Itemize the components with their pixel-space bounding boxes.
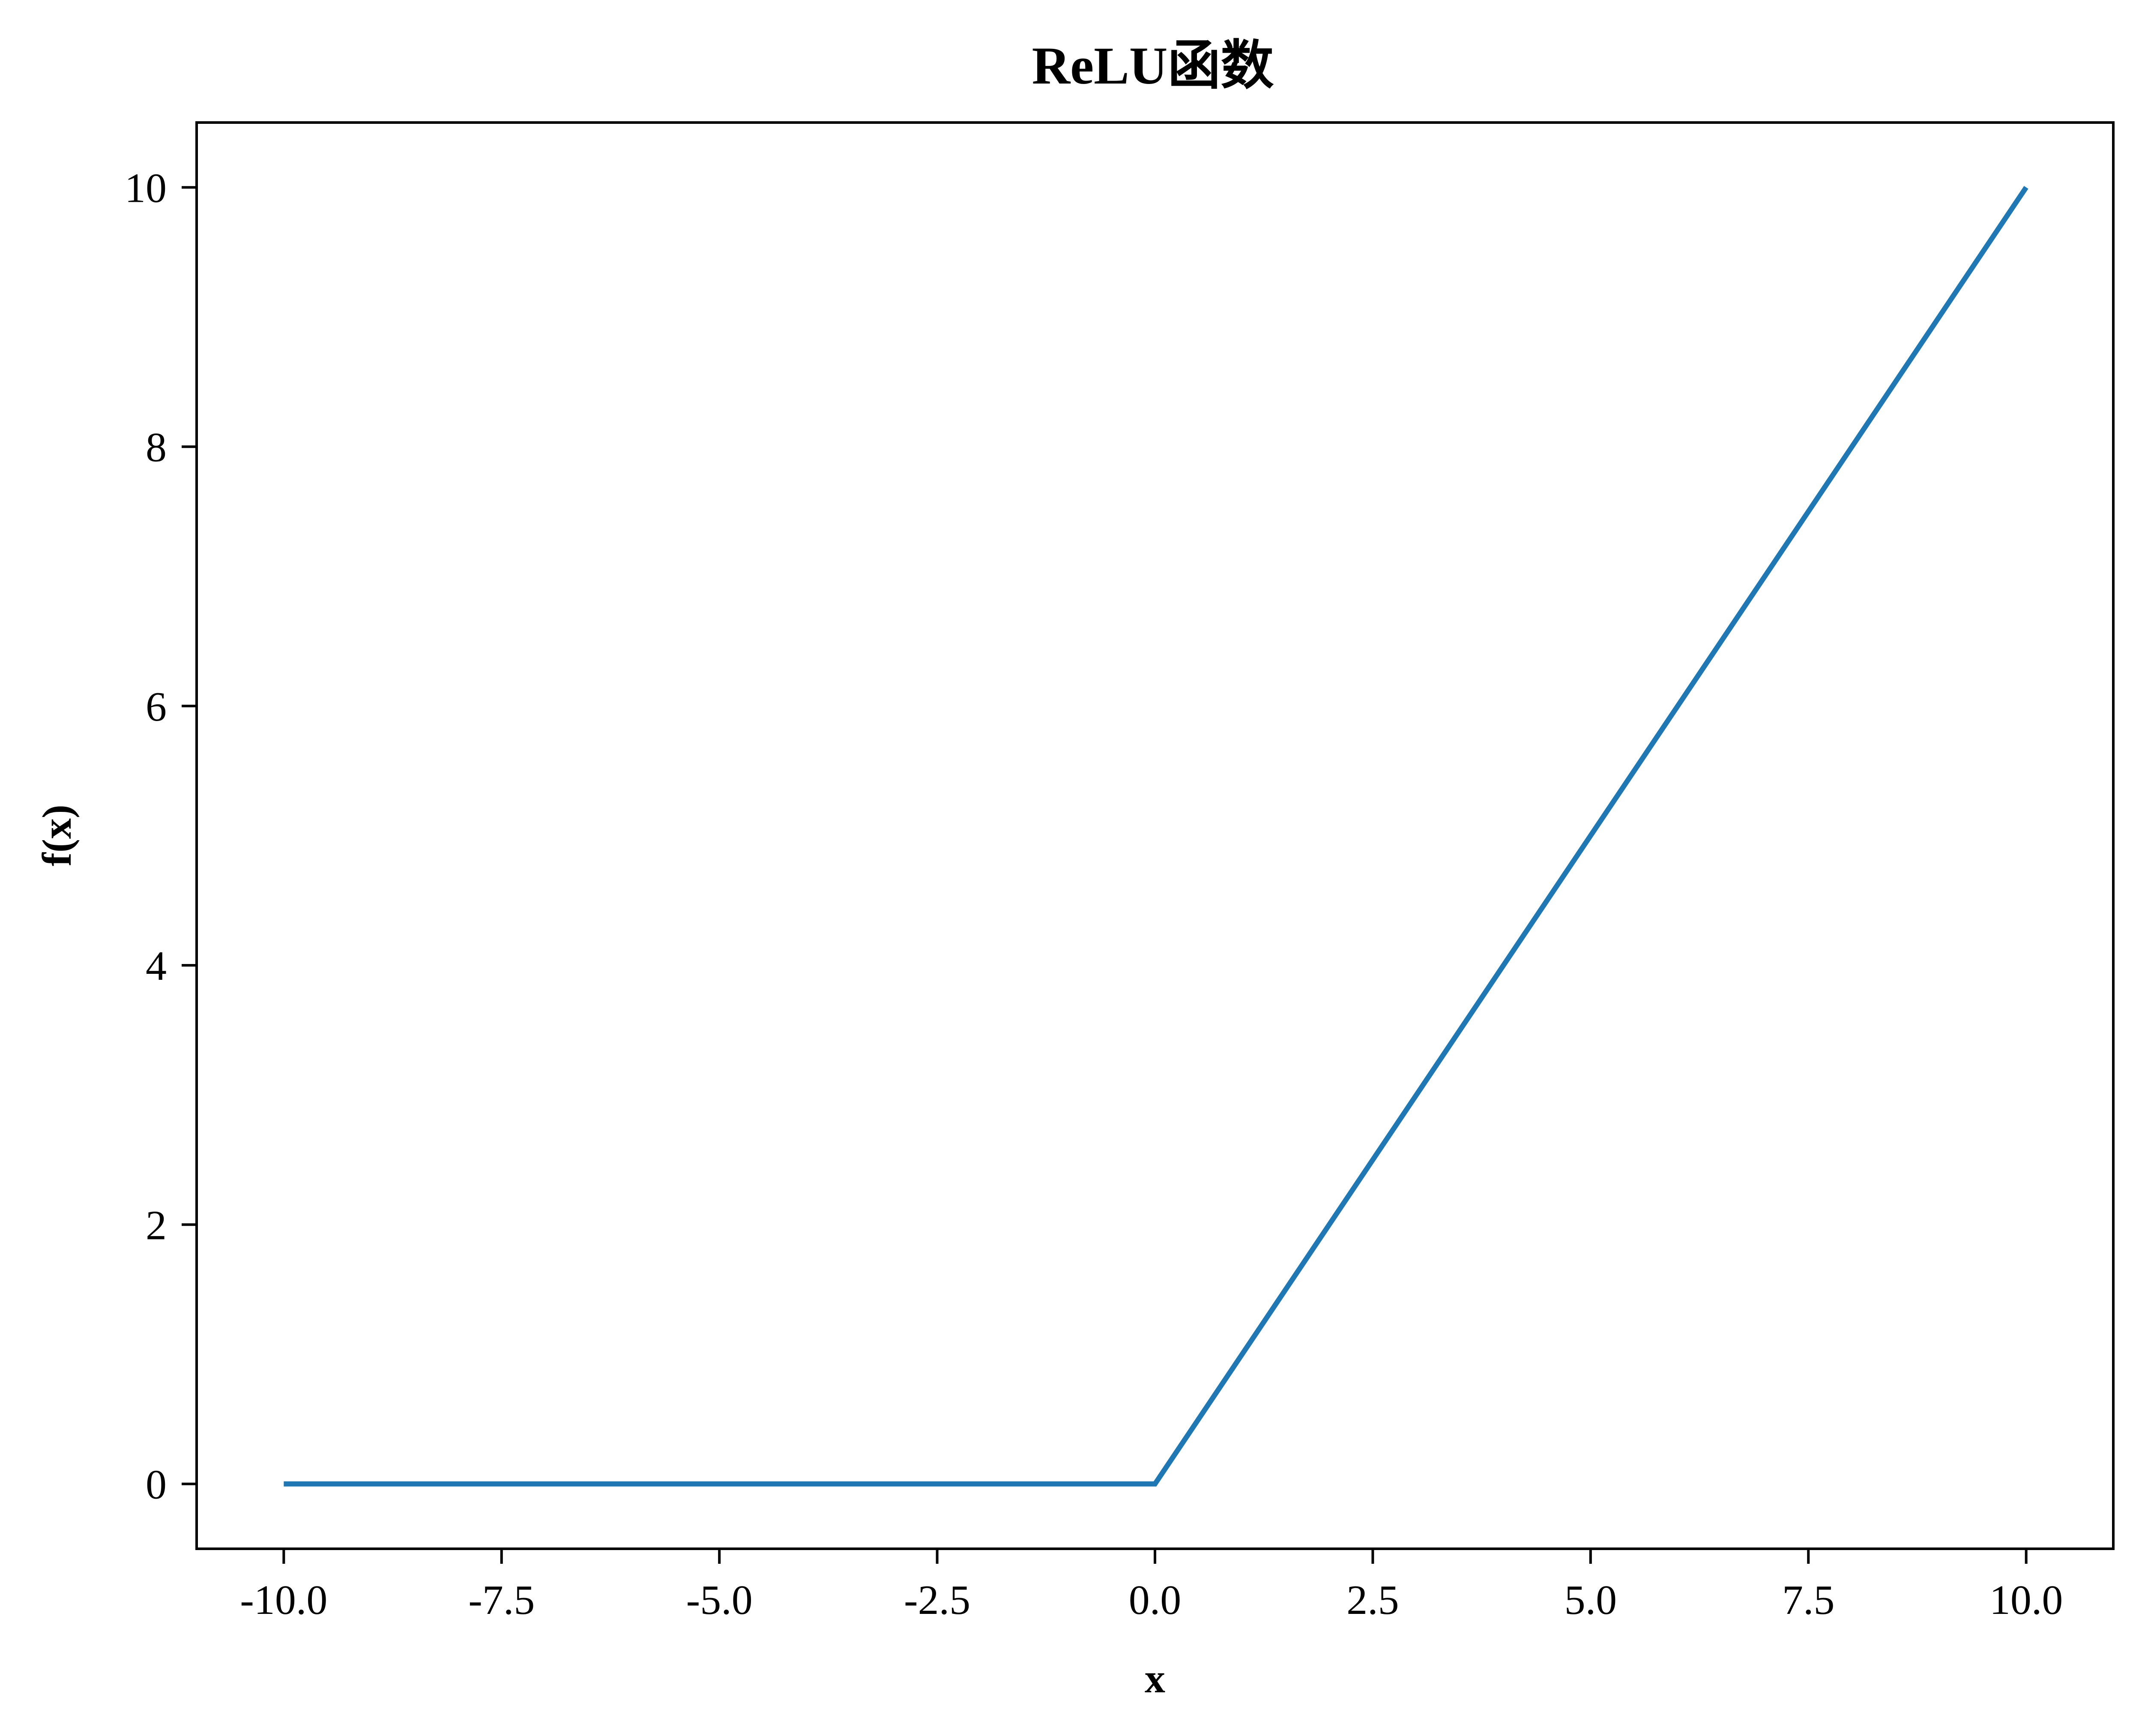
x-tick-label: 2.5 [1346,1577,1399,1623]
x-axis-label: x [1145,1655,1165,1701]
x-tick-label: 7.5 [1782,1577,1835,1623]
y-tick-label: 4 [146,943,167,989]
x-tick-label: 0.0 [1129,1577,1182,1623]
x-tick-label: -7.5 [468,1577,535,1623]
x-tick-label: -10.0 [240,1577,327,1623]
chart-title: ReLU函数 [1032,36,1274,95]
y-tick-label: 10 [125,165,167,211]
series-layer [284,186,2028,1487]
x-tick-label: 5.0 [1565,1577,1617,1623]
x-tick-label: -2.5 [904,1577,970,1623]
y-axis-label: f(x) [34,805,80,866]
plot-area-frame [195,121,2115,1550]
y-tick-label: 0 [146,1462,167,1508]
y-tick-label: 6 [146,684,167,730]
y-axis-ticks: 0 2 4 6 8 10 [125,165,197,1508]
x-axis-ticks: -10.0 -7.5 -5.0 -2.5 0.0 2.5 5.0 7.5 10.0 [240,1549,2063,1623]
x-tick-label: 10.0 [1989,1577,2063,1623]
x-tick-label: -5.0 [686,1577,753,1623]
y-tick-label: 8 [146,425,167,471]
series-line [284,186,2028,1487]
y-tick-label: 2 [146,1202,167,1248]
